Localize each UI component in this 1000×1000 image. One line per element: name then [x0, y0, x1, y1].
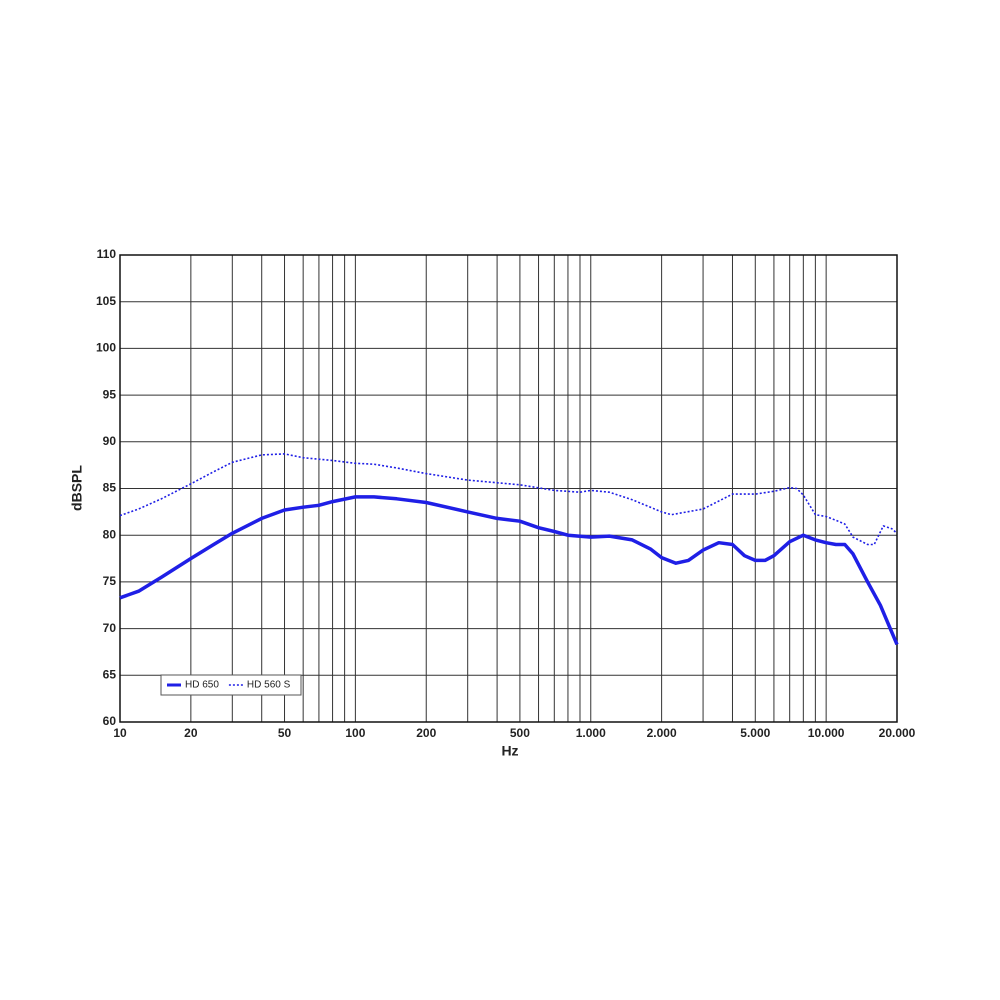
y-tick-label: 80: [103, 527, 117, 541]
series-line: [119, 453, 898, 546]
x-tick-label: 2.000: [647, 726, 677, 740]
legend-text: HD 650: [185, 680, 219, 691]
plot-frame: [119, 254, 898, 723]
x-tick-label: 50: [278, 726, 292, 740]
legend: HD 650 HD 560 S: [160, 674, 302, 696]
x-tick-label: 1.000: [576, 726, 606, 740]
y-tick-label: 75: [103, 574, 117, 588]
x-tick-label: 10: [113, 726, 127, 740]
x-tick-label: 100: [345, 726, 365, 740]
x-tick-label: 5.000: [740, 726, 770, 740]
y-tick-label: 85: [103, 481, 117, 495]
y-tick-label: 70: [103, 621, 117, 635]
y-tick-label: 90: [103, 434, 117, 448]
x-tick-label: 200: [416, 726, 436, 740]
x-tick-label: 10.000: [808, 726, 845, 740]
x-tick-label: 500: [510, 726, 530, 740]
y-tick-label: 110: [97, 247, 117, 261]
legend-text: HD 560 S: [247, 680, 291, 691]
y-axis-label: dBSPL: [69, 465, 85, 511]
y-tick-label: 100: [96, 341, 116, 355]
y-tick-label: 105: [96, 294, 116, 308]
x-tick-label: 20: [184, 726, 198, 740]
series-line: [119, 495, 899, 646]
legend-box: [160, 674, 302, 696]
y-tick-label: 65: [103, 667, 117, 681]
x-axis-label: Hz: [501, 743, 518, 759]
y-tick-label: 60: [103, 714, 117, 728]
x-tick-label: 20.000: [879, 726, 916, 740]
y-tick-label: 95: [103, 387, 117, 401]
